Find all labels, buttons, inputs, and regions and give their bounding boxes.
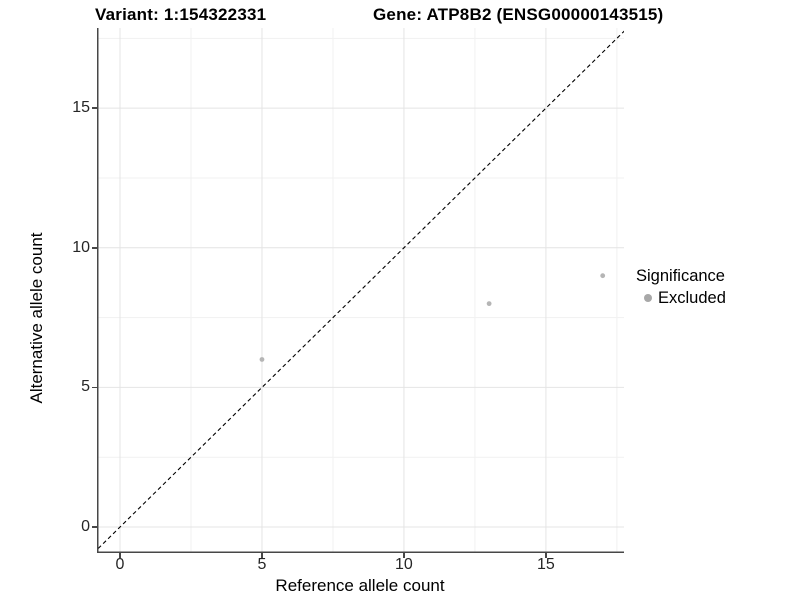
identity-line xyxy=(97,30,624,551)
legend-item-label: Excluded xyxy=(658,288,726,307)
plot-panel xyxy=(97,28,624,553)
legend-point-icon xyxy=(644,294,652,302)
x-axis-title: Reference allele count xyxy=(275,576,445,595)
y-tick-label: 0 xyxy=(81,518,90,536)
x-tick-mark xyxy=(403,553,405,558)
legend-title: Significance xyxy=(636,267,725,285)
y-tick-mark xyxy=(92,386,97,389)
variant-title: Variant: 1:154322331 xyxy=(95,5,267,24)
data-point xyxy=(600,273,606,279)
data-point xyxy=(259,357,265,362)
x-tick-label: 5 xyxy=(257,556,267,573)
y-tick-label: 5 xyxy=(81,378,90,396)
x-tick-mark xyxy=(261,553,263,558)
data-point xyxy=(486,301,492,307)
x-tick-mark xyxy=(545,553,547,558)
x-tick-mark xyxy=(119,553,121,558)
legend: Significance Excluded xyxy=(636,266,726,308)
legend-item: Excluded xyxy=(636,288,726,308)
y-tick-mark xyxy=(92,247,97,249)
gene-title: Gene: ATP8B2 (ENSG00000143515) xyxy=(373,5,664,24)
y-tick-mark xyxy=(92,107,97,109)
x-tick-label: 10 xyxy=(395,556,413,573)
y-axis-title: Alternative allele count xyxy=(27,232,46,404)
x-tick-label: 15 xyxy=(537,556,555,573)
y-tick-label: 10 xyxy=(72,238,90,256)
y-tick-mark xyxy=(92,526,97,528)
y-tick-label: 15 xyxy=(72,99,90,117)
plot-title-row: Variant: 1:154322331 Gene: ATP8B2 (ENSG0… xyxy=(0,0,800,28)
x-tick-label: 0 xyxy=(115,556,125,573)
